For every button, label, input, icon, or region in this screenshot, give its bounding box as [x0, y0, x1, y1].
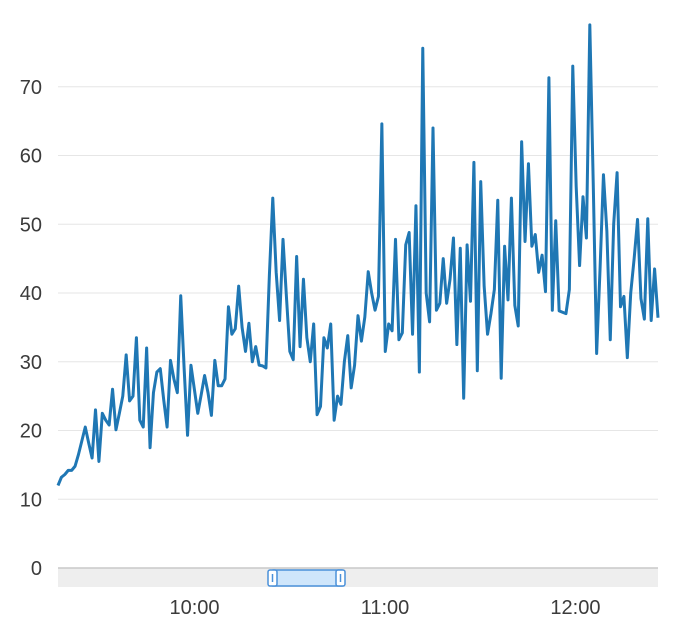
y-tick-label: 60 — [20, 146, 42, 168]
y-tick-label: 50 — [20, 214, 42, 236]
y-axis: 0 10 20 30 40 50 60 70 — [20, 77, 42, 580]
scrollbar-track[interactable] — [58, 568, 658, 587]
y-tick-label: 10 — [20, 489, 42, 511]
zoom-scrollbar[interactable] — [58, 567, 658, 587]
y-tick-label: 20 — [20, 421, 42, 443]
y-tick-label: 0 — [31, 558, 42, 580]
x-tick-label: 11:00 — [361, 597, 410, 619]
scrollbar-thumb[interactable] — [270, 569, 345, 587]
series-line — [56, 23, 660, 487]
y-tick-label: 30 — [20, 352, 42, 374]
x-axis: 10:00 11:00 12:00 — [169, 597, 600, 619]
y-tick-label: 70 — [20, 77, 42, 99]
x-tick-label: 12:00 — [550, 597, 600, 619]
y-tick-label: 40 — [20, 283, 42, 305]
grid-lines — [58, 86, 658, 500]
x-tick-label: 10:00 — [169, 597, 219, 619]
